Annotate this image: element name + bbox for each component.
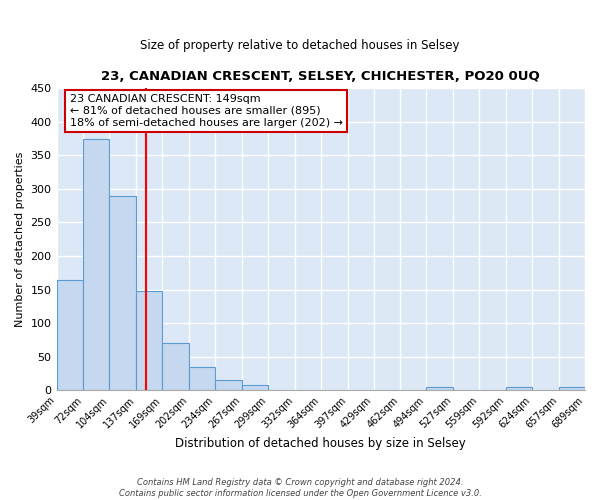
Bar: [427, 387, 453, 390]
Bar: [109, 196, 136, 390]
Bar: [242, 386, 268, 390]
Bar: [506, 387, 532, 390]
Bar: [162, 343, 189, 390]
Bar: [559, 387, 585, 390]
Title: 23, CANADIAN CRESCENT, SELSEY, CHICHESTER, PO20 0UQ: 23, CANADIAN CRESCENT, SELSEY, CHICHESTE…: [101, 70, 540, 83]
Bar: [215, 380, 242, 390]
Text: 23 CANADIAN CRESCENT: 149sqm
← 81% of detached houses are smaller (895)
18% of s: 23 CANADIAN CRESCENT: 149sqm ← 81% of de…: [70, 94, 343, 128]
Bar: [56, 280, 83, 390]
Bar: [136, 291, 162, 390]
Bar: [189, 366, 215, 390]
Text: Size of property relative to detached houses in Selsey: Size of property relative to detached ho…: [140, 40, 460, 52]
Text: Contains HM Land Registry data © Crown copyright and database right 2024.
Contai: Contains HM Land Registry data © Crown c…: [119, 478, 481, 498]
Y-axis label: Number of detached properties: Number of detached properties: [15, 152, 25, 327]
Bar: [83, 138, 109, 390]
X-axis label: Distribution of detached houses by size in Selsey: Distribution of detached houses by size …: [175, 437, 466, 450]
